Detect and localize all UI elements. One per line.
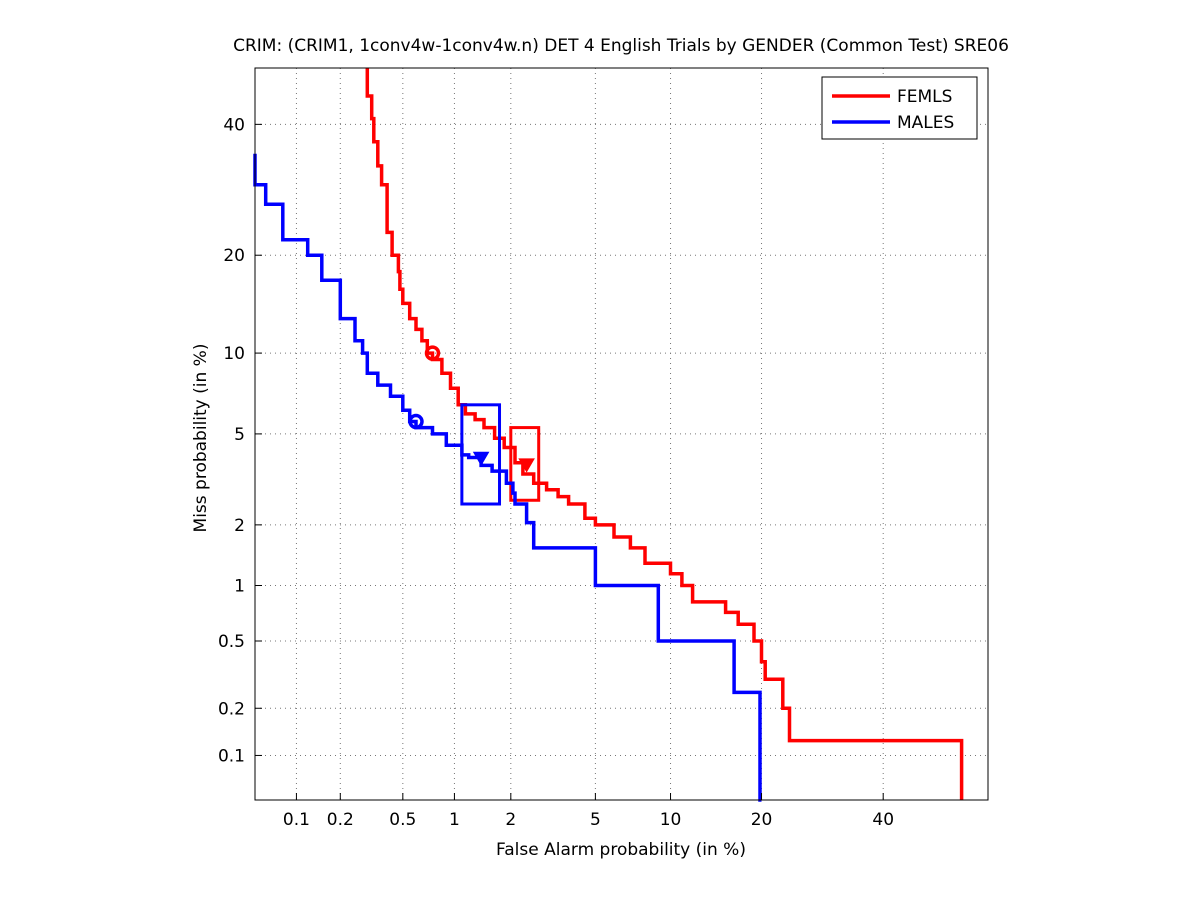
x-tick-label: 0.1 — [283, 810, 310, 830]
actual-dcf-marker-femls — [518, 458, 535, 473]
y-tick-label: 0.2 — [218, 699, 245, 719]
confidence-box-males — [460, 403, 502, 506]
min-dcf-marker-males — [408, 413, 424, 430]
x-tick-label: 0.2 — [327, 810, 354, 830]
y-tick-label: 0.5 — [218, 632, 245, 652]
x-tick-label: 1 — [449, 810, 460, 830]
legend: FEMLS MALES — [821, 76, 978, 140]
y-tick-label: 1 — [234, 577, 245, 597]
x-tick-label: 2 — [505, 810, 516, 830]
y-tick-label: 0.1 — [218, 746, 245, 766]
legend-box — [821, 76, 978, 140]
series-line-femls — [365, 68, 964, 800]
y-tick-label: 2 — [234, 516, 245, 536]
y-tick-label: 10 — [223, 344, 245, 364]
data-layer — [253, 68, 964, 802]
x-tick-label: 5 — [590, 810, 601, 830]
x-tick-label: 20 — [751, 810, 773, 830]
x-tick-label: 10 — [660, 810, 682, 830]
y-axis-label: Miss probability (in %) — [191, 344, 211, 533]
confidence-box-femls — [509, 426, 541, 502]
y-tick-label: 20 — [223, 246, 245, 266]
y-tick-label: 40 — [223, 115, 245, 135]
legend-label-males: MALES — [897, 113, 954, 133]
y-tick-label: 5 — [234, 425, 245, 445]
axis-ticks: 0.1 0.2 0.5 1 2 5 10 20 40 0.1 0.2 0.5 1 2 5 10 20 40 — [218, 115, 894, 830]
min-dcf-marker-femls — [424, 345, 441, 361]
x-axis-label: False Alarm probability (in %) — [496, 840, 746, 860]
actual-dcf-marker-males — [472, 451, 490, 466]
x-tick-label: 0.5 — [389, 810, 416, 830]
legend-label-femls: FEMLS — [897, 87, 952, 107]
x-tick-label: 40 — [872, 810, 894, 830]
chart-title: CRIM: (CRIM1, 1conv4w-1conv4w.n) DET 4 E… — [233, 36, 1009, 56]
